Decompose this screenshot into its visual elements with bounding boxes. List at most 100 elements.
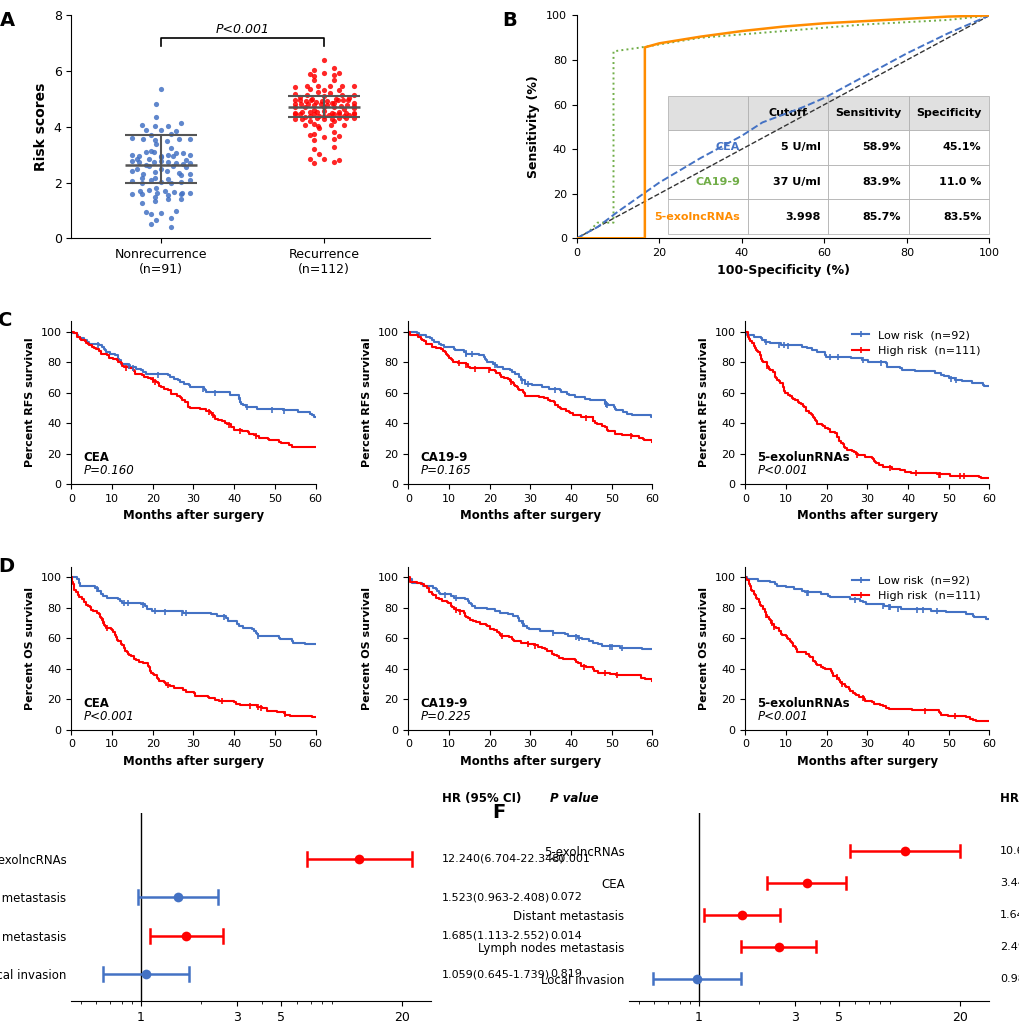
Point bbox=[325, 106, 341, 123]
Point bbox=[141, 158, 157, 174]
Text: 0.072: 0.072 bbox=[549, 893, 582, 902]
Text: 2.491(1.626-3.816): 2.491(1.626-3.816) bbox=[1000, 942, 1019, 952]
Point bbox=[306, 97, 322, 114]
Point bbox=[345, 105, 362, 122]
Point bbox=[306, 72, 322, 89]
Point bbox=[299, 87, 315, 103]
Point bbox=[153, 173, 169, 190]
Point bbox=[316, 110, 332, 127]
Text: 5-exolunRNAs: 5-exolunRNAs bbox=[757, 451, 849, 464]
Point bbox=[153, 149, 169, 165]
Point bbox=[153, 80, 169, 97]
Point bbox=[286, 111, 303, 128]
Point bbox=[163, 174, 179, 191]
Text: A: A bbox=[0, 11, 14, 30]
Text: 0.980(0.593-1.619): 0.980(0.593-1.619) bbox=[1000, 973, 1019, 983]
Point bbox=[177, 152, 194, 168]
Text: P<0.001: P<0.001 bbox=[757, 710, 807, 722]
Y-axis label: Sensitivity (%): Sensitivity (%) bbox=[527, 75, 540, 179]
Text: 5-exolunRNAs: 5-exolunRNAs bbox=[757, 697, 849, 710]
Point bbox=[163, 219, 179, 235]
Point bbox=[323, 110, 339, 127]
Point bbox=[345, 95, 362, 111]
Point bbox=[309, 109, 325, 126]
Point bbox=[337, 109, 354, 126]
Point bbox=[146, 154, 162, 170]
Point bbox=[306, 101, 322, 118]
Point bbox=[333, 87, 350, 103]
Text: P=0.165: P=0.165 bbox=[420, 464, 471, 477]
Point bbox=[301, 107, 317, 124]
Point bbox=[128, 151, 145, 167]
Text: CA19-9: CA19-9 bbox=[420, 697, 468, 710]
Text: 10.649(5.669-20.004): 10.649(5.669-20.004) bbox=[1000, 846, 1019, 856]
X-axis label: 100-Specificity (%): 100-Specificity (%) bbox=[716, 263, 849, 277]
Text: 1.642(1.062-2.540): 1.642(1.062-2.540) bbox=[1000, 910, 1019, 920]
Text: CEA: CEA bbox=[84, 697, 109, 710]
Point bbox=[332, 98, 348, 115]
Point bbox=[172, 167, 189, 184]
Point bbox=[293, 103, 310, 120]
Point bbox=[306, 126, 322, 142]
Point bbox=[160, 154, 176, 170]
Text: 0.014: 0.014 bbox=[549, 931, 582, 940]
Point bbox=[329, 92, 345, 108]
Text: 1.685(1.113-2.552): 1.685(1.113-2.552) bbox=[442, 931, 549, 940]
Point bbox=[172, 186, 189, 202]
Point bbox=[170, 164, 186, 181]
Point bbox=[324, 95, 340, 111]
Point bbox=[325, 95, 341, 111]
X-axis label: Months after surgery: Months after surgery bbox=[460, 509, 600, 522]
Point bbox=[163, 126, 179, 142]
Point bbox=[163, 209, 179, 226]
Point bbox=[172, 191, 189, 207]
Point bbox=[345, 105, 362, 122]
Point bbox=[123, 186, 140, 202]
Text: HR (95% CI): HR (95% CI) bbox=[1000, 792, 1019, 805]
Point bbox=[130, 154, 147, 170]
Y-axis label: Percent RFS survival: Percent RFS survival bbox=[698, 337, 708, 467]
Point bbox=[345, 77, 362, 94]
Point bbox=[130, 148, 147, 164]
Point bbox=[136, 130, 152, 147]
Legend: Low risk  (n=92), High risk  (n=111): Low risk (n=92), High risk (n=111) bbox=[848, 573, 983, 605]
Point bbox=[301, 80, 317, 97]
Point bbox=[286, 104, 303, 121]
Point bbox=[286, 105, 303, 122]
Point bbox=[325, 72, 341, 89]
Point bbox=[128, 161, 145, 178]
Point bbox=[286, 96, 303, 112]
Point bbox=[330, 109, 346, 126]
Point bbox=[147, 193, 163, 209]
Point bbox=[325, 98, 341, 115]
Text: P value: P value bbox=[549, 792, 598, 805]
Point bbox=[133, 169, 150, 186]
Point bbox=[325, 139, 341, 156]
Point bbox=[293, 110, 310, 127]
Point bbox=[286, 92, 303, 108]
X-axis label: Months after surgery: Months after surgery bbox=[796, 509, 936, 522]
Point bbox=[297, 99, 313, 116]
Point bbox=[143, 171, 159, 188]
Point bbox=[139, 122, 155, 138]
Point bbox=[148, 181, 164, 197]
Text: 0.819: 0.819 bbox=[549, 969, 582, 979]
Point bbox=[143, 127, 159, 143]
Point bbox=[297, 117, 313, 133]
Point bbox=[306, 155, 322, 171]
Point bbox=[143, 142, 159, 159]
Point bbox=[304, 91, 320, 107]
Point bbox=[153, 122, 169, 138]
Point bbox=[306, 140, 322, 157]
Point bbox=[157, 183, 173, 199]
Text: P=0.225: P=0.225 bbox=[420, 710, 471, 722]
Point bbox=[139, 144, 155, 161]
Point bbox=[316, 129, 332, 146]
Text: 1.523(0.963-2.408): 1.523(0.963-2.408) bbox=[442, 893, 550, 902]
Point bbox=[316, 88, 332, 104]
Point bbox=[182, 172, 199, 189]
Point bbox=[136, 166, 152, 183]
Point bbox=[316, 151, 332, 167]
Point bbox=[301, 103, 317, 120]
Text: HR (95% CI): HR (95% CI) bbox=[442, 792, 521, 805]
